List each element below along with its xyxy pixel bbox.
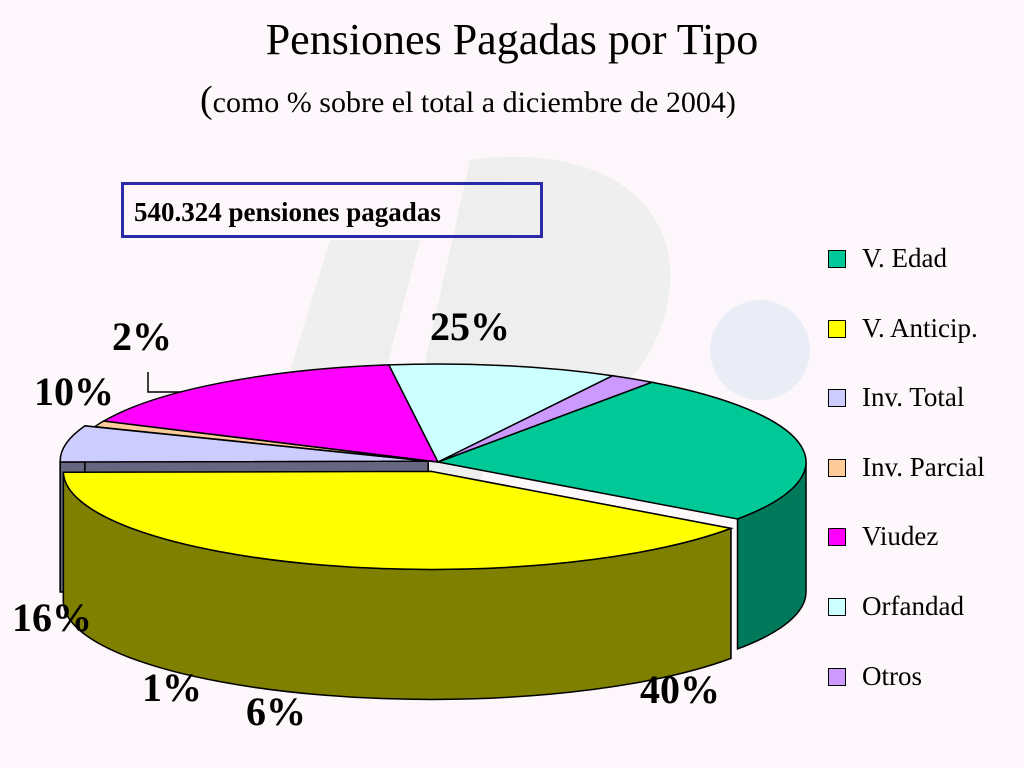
- slice-v-anticip: [62, 470, 734, 571]
- legend-swatch: [828, 528, 846, 547]
- legend-swatch: [828, 389, 846, 408]
- pct-label-6: 2%: [112, 314, 172, 359]
- slice-viudez: [101, 364, 440, 463]
- legend-label: V. Edad: [862, 243, 947, 273]
- legend-label: Viudez: [862, 521, 939, 552]
- slice-inv-total: [59, 425, 429, 463]
- chart-title: Pensiones Pagadas por Tipo: [265, 15, 759, 64]
- legend-label: Otros: [862, 660, 922, 691]
- subtitle-paren: (: [200, 79, 213, 121]
- legend-swatch: [828, 667, 846, 686]
- pct-label-3: 1%: [142, 665, 202, 710]
- legend-label: Inv. Parcial: [862, 451, 985, 482]
- legend-label: V. Anticip.: [862, 312, 978, 343]
- total-annotation-box: 540.324 pensiones pagadas: [121, 182, 543, 238]
- legend-swatch: [828, 250, 846, 268]
- slice-otros: [437, 374, 655, 463]
- legend-swatch: [828, 598, 846, 616]
- pct-label-5: 10%: [34, 369, 114, 414]
- subtitle-text: como % sobre el total a diciembre de 200…: [212, 86, 736, 119]
- slice-v-edad: [435, 381, 807, 520]
- legend-label: Inv. Total: [862, 382, 965, 413]
- chart-subtitle: (como % sobre el total a diciembre de 20…: [200, 80, 940, 123]
- pct-label-2: 6%: [246, 689, 306, 734]
- label-leader-line: [147, 372, 182, 393]
- legend-swatch: [828, 319, 846, 338]
- legend-swatch: [828, 458, 846, 477]
- pct-label-1: 40%: [640, 667, 720, 712]
- pct-label-0: 25%: [430, 304, 510, 349]
- legend-label: Orfandad: [862, 591, 964, 621]
- pct-label-4: 16%: [12, 595, 92, 640]
- slice-orfandad: [387, 363, 616, 464]
